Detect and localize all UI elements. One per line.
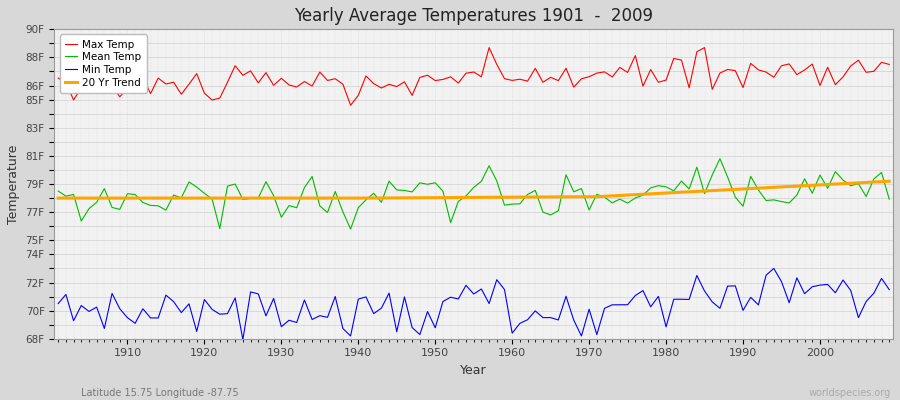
20 Yr Trend	[114, 196, 125, 200]
Line: Min Temp: Min Temp	[58, 268, 889, 340]
Mean Temp	[114, 207, 125, 212]
Min Temp	[507, 331, 517, 336]
Mean Temp	[515, 202, 526, 206]
Max Temp	[615, 65, 626, 70]
20 Yr Trend	[507, 195, 517, 200]
Mean Temp	[329, 189, 340, 194]
20 Yr Trend	[500, 195, 510, 200]
Mean Temp	[715, 156, 725, 161]
Mean Temp	[53, 189, 64, 194]
Legend: Max Temp, Mean Temp, Min Temp, 20 Yr Trend: Max Temp, Mean Temp, Min Temp, 20 Yr Tre…	[59, 34, 147, 93]
X-axis label: Year: Year	[461, 364, 487, 377]
Max Temp	[346, 103, 356, 108]
Mean Temp	[507, 202, 517, 206]
20 Yr Trend	[884, 179, 895, 184]
Max Temp	[329, 76, 340, 81]
Min Temp	[769, 266, 779, 271]
Max Temp	[53, 76, 64, 80]
Max Temp	[515, 77, 526, 82]
Min Temp	[114, 306, 125, 311]
20 Yr Trend	[284, 196, 294, 200]
Y-axis label: Temperature: Temperature	[7, 144, 20, 224]
Text: Latitude 15.75 Longitude -87.75: Latitude 15.75 Longitude -87.75	[81, 388, 239, 398]
Max Temp	[483, 45, 494, 50]
20 Yr Trend	[53, 196, 64, 200]
Max Temp	[522, 79, 533, 84]
Max Temp	[284, 82, 294, 87]
20 Yr Trend	[329, 196, 340, 200]
Min Temp	[515, 321, 526, 326]
Mean Temp	[346, 227, 356, 232]
Min Temp	[338, 326, 348, 331]
Min Temp	[607, 302, 617, 307]
Mean Temp	[284, 203, 294, 208]
Line: 20 Yr Trend: 20 Yr Trend	[58, 181, 889, 198]
Min Temp	[238, 337, 248, 342]
Min Temp	[292, 320, 302, 325]
Max Temp	[884, 62, 895, 67]
Mean Temp	[607, 200, 617, 205]
Line: Max Temp: Max Temp	[58, 48, 889, 105]
Text: worldspecies.org: worldspecies.org	[809, 388, 891, 398]
Line: Mean Temp: Mean Temp	[58, 159, 889, 229]
Mean Temp	[884, 197, 895, 202]
20 Yr Trend	[599, 194, 610, 199]
Title: Yearly Average Temperatures 1901  -  2009: Yearly Average Temperatures 1901 - 2009	[294, 7, 653, 25]
Min Temp	[53, 301, 64, 306]
Min Temp	[884, 287, 895, 292]
Max Temp	[114, 94, 125, 99]
